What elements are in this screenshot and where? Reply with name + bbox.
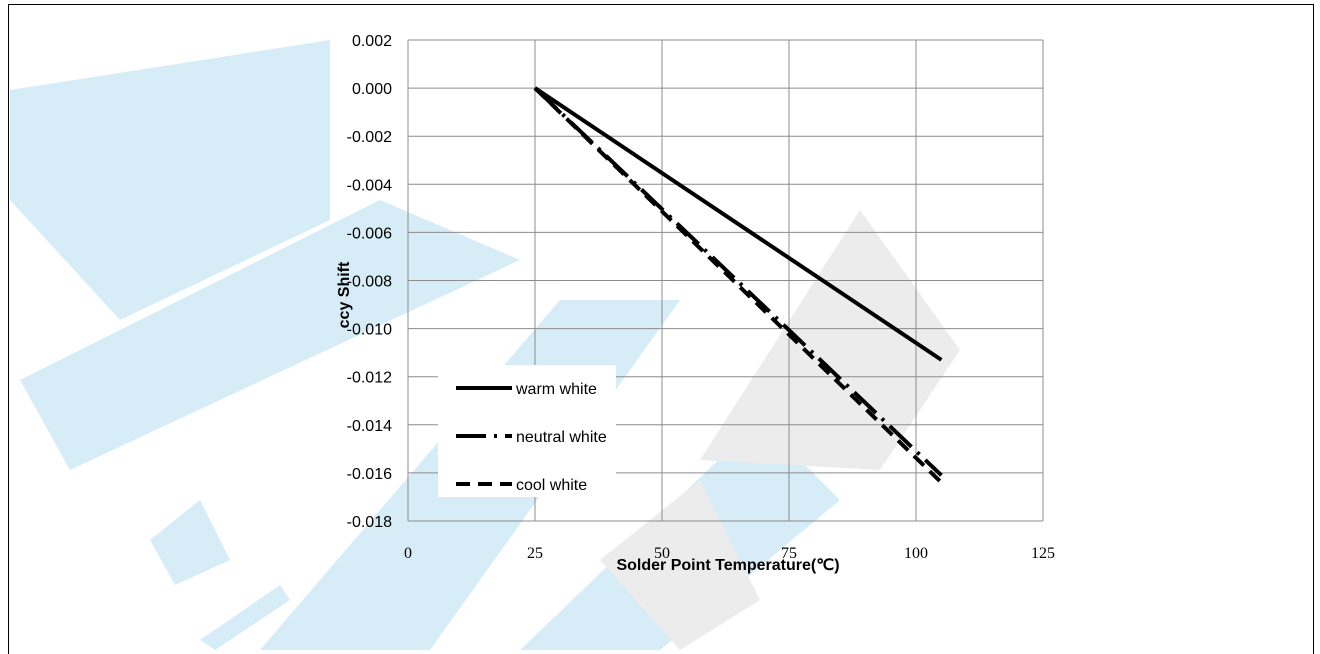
- y-tick-label: -0.006: [347, 225, 392, 242]
- chart-frame: [8, 4, 1314, 654]
- x-tick-label: 50: [654, 545, 670, 562]
- y-tick-label: 0.000: [352, 81, 392, 98]
- y-tick-label: -0.004: [347, 177, 392, 194]
- series-line-cool-white: [533, 86, 943, 484]
- watermark-blue-shape-2: [20, 200, 520, 470]
- x-tick-label: 75: [781, 545, 797, 562]
- legend-label: warm white: [515, 381, 597, 398]
- x-tick-label: 25: [527, 545, 543, 562]
- series-line-neutral-white: [533, 86, 943, 477]
- legend-label: cool white: [516, 477, 587, 494]
- y-tick-label: -0.002: [347, 129, 392, 146]
- y-axis-title: ccy Shift: [336, 261, 353, 328]
- y-tick-label: -0.012: [347, 370, 392, 387]
- x-tick-label: 125: [1031, 545, 1055, 562]
- watermark-blue-shape-6: [200, 585, 290, 650]
- watermark-grey-shape-2: [600, 480, 760, 650]
- legend-label: neutral white: [516, 429, 607, 446]
- legend: warm white neutral white cool white: [438, 365, 616, 497]
- watermark-grey-shape-1: [700, 210, 960, 470]
- series-line-warm-white: [533, 86, 943, 362]
- x-tick-label: 100: [904, 545, 928, 562]
- y-tick-label: -0.018: [347, 514, 392, 531]
- watermark-blue-shape-5: [150, 500, 230, 585]
- x-axis-title: Solder Point Temperature(℃): [616, 557, 839, 574]
- watermark-blue-shape-1: [10, 40, 330, 320]
- y-tick-label: -0.014: [347, 418, 392, 435]
- series-lines: [533, 86, 943, 484]
- x-tick-labels: 0 25 50 75 100 125: [404, 545, 1055, 562]
- y-tick-label: 0.002: [352, 33, 392, 50]
- y-tick-label: -0.010: [347, 322, 392, 339]
- y-tick-label: -0.008: [347, 274, 392, 291]
- y-tick-label: -0.016: [347, 466, 392, 483]
- y-tick-labels: 0.002 0.000 -0.002 -0.004 -0.006 -0.008 -0.010…: [347, 33, 392, 531]
- x-tick-label: 0: [404, 545, 412, 562]
